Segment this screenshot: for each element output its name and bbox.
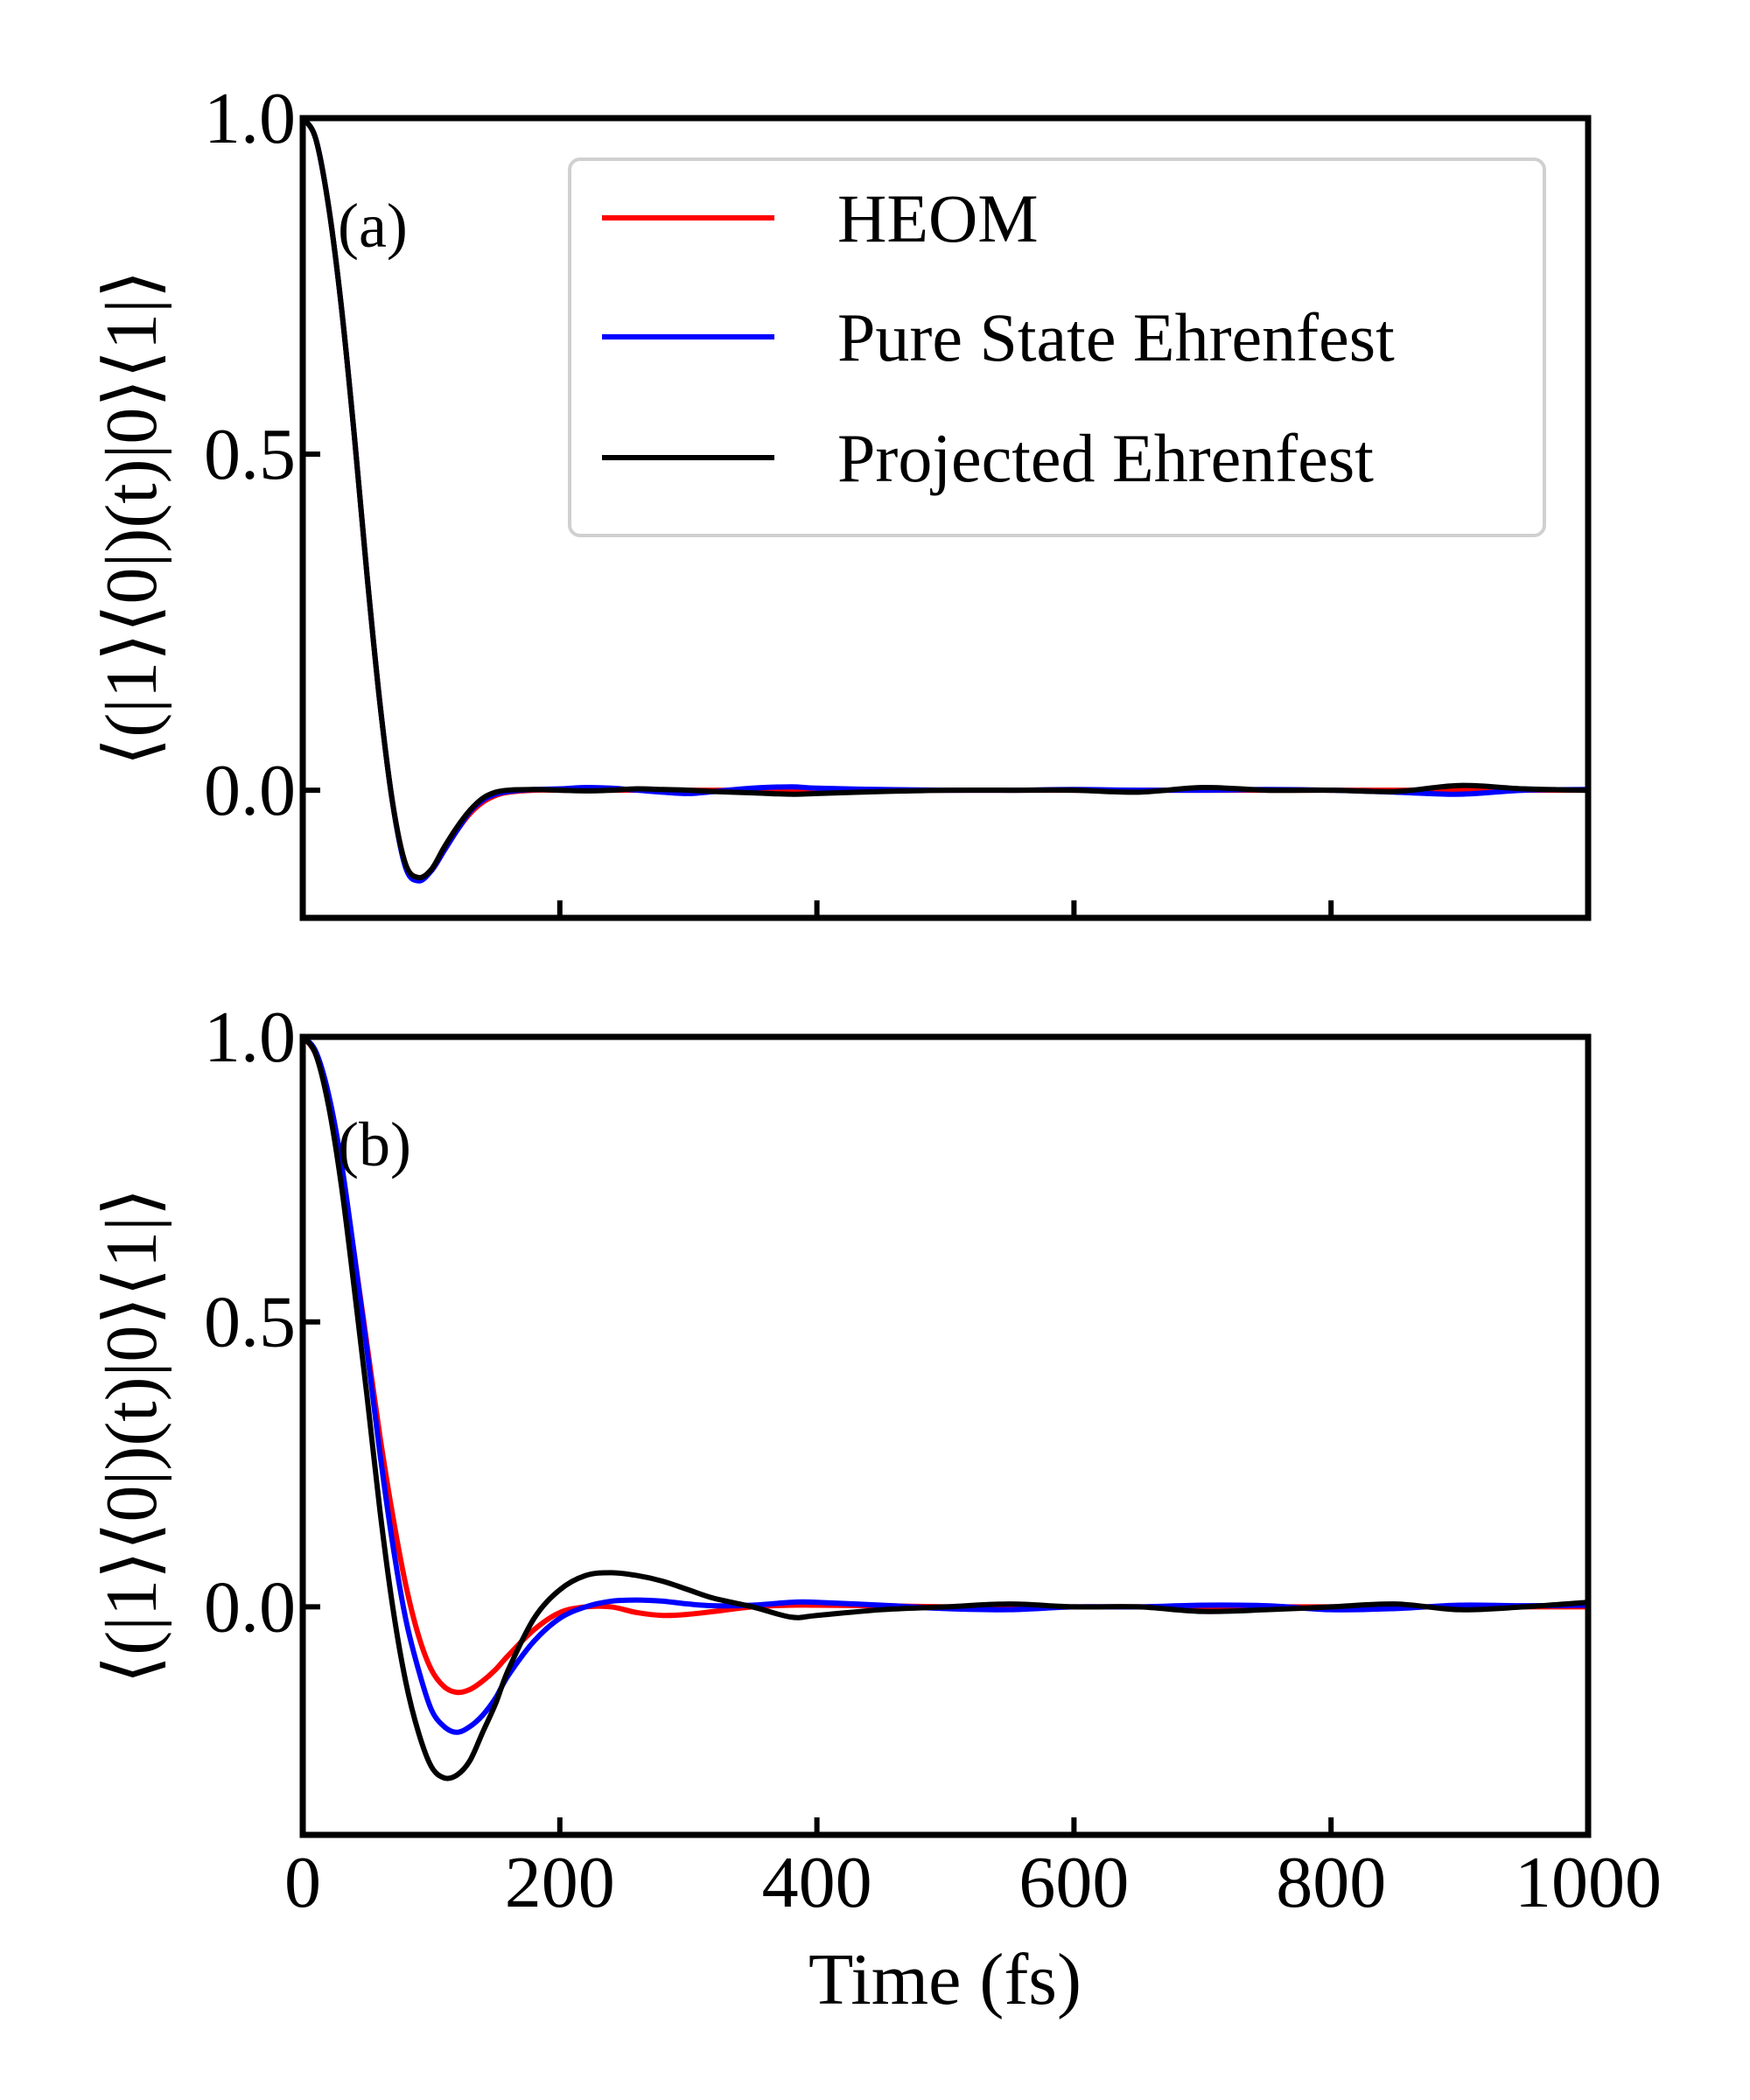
panel-a: 0.0 0.5 1.0 (a) ⟨(|1⟩⟨0|)(t)|0⟩⟨1|⟩ — [91, 78, 1592, 921]
legend-label: Projected Ehrenfest — [837, 420, 1374, 496]
series-line-projected-ehrenfest — [303, 118, 1588, 881]
x-tick-label: 400 — [762, 1842, 872, 1923]
legend-box — [568, 158, 1546, 537]
x-tick-label: 1000 — [1515, 1842, 1662, 1923]
y-tick-label: 0.5 — [204, 1282, 296, 1363]
x-tick-label: 800 — [1276, 1842, 1386, 1923]
series-line-projected-ehrenfest — [303, 1037, 1588, 1782]
y-tick-label: 0.0 — [204, 750, 296, 831]
series-line-heom — [303, 1037, 1588, 1696]
x-axis-label: Time (fs) — [808, 1939, 1082, 2020]
legend: HEOM Pure State Ehrenfest Projected Ehrenf… — [568, 158, 1546, 537]
panel-b: 0 200 400 600 800 1000 0.0 0.5 1.0 (b) ⟨(|1⟩⟨0|)(t… — [91, 997, 1662, 1923]
y-axis-label: ⟨(|1⟩⟨0|)(t)|0⟩⟨1|⟩ — [91, 270, 172, 766]
y-tick-label: 0.0 — [204, 1566, 296, 1648]
y-axis-label: ⟨(|1⟩⟨0|)(t)|0⟩⟨1|⟩ — [91, 1187, 172, 1684]
panel-label: (b) — [338, 1110, 411, 1180]
x-tick-label: 200 — [505, 1842, 615, 1923]
series-line-pure-state-ehrenfest — [303, 1037, 1588, 1735]
legend-label: HEOM — [837, 180, 1039, 256]
panel-label: (a) — [338, 191, 408, 261]
y-tick-label: 1.0 — [204, 997, 296, 1078]
y-tick-label: 1.0 — [204, 78, 296, 159]
x-tick-label: 0 — [284, 1842, 321, 1923]
legend-label: Pure State Ehrenfest — [837, 299, 1395, 375]
axes-frame — [299, 1033, 1592, 1838]
x-tick-label: 600 — [1018, 1842, 1129, 1923]
axes-frame — [299, 115, 1592, 921]
y-tick-label: 0.5 — [204, 414, 296, 495]
